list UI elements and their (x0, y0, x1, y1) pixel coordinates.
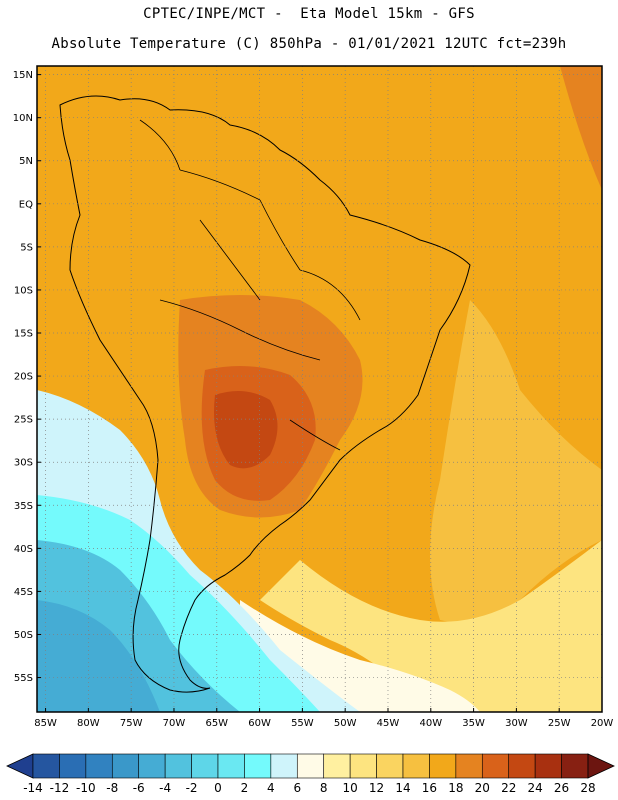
colorbar-label: 24 (528, 781, 543, 795)
coastline (59, 95, 471, 693)
lat-label: 35S (14, 501, 33, 512)
colorbar-label: -6 (133, 781, 145, 795)
field-hottest-core (214, 391, 278, 469)
lon-label: 80W (77, 718, 100, 729)
colorbar-low-arrow (6, 753, 34, 779)
lon-label: 70W (163, 718, 186, 729)
lat-label: 25S (14, 415, 33, 426)
colorbar-label: 8 (320, 781, 328, 795)
colorbar-label: 4 (267, 781, 275, 795)
title-line-2: Absolute Temperature (C) 850hPa - 01/01/… (51, 36, 567, 52)
lon-label: 20W (591, 718, 614, 729)
colorbar-swatch (508, 753, 536, 779)
lon-label: 85W (34, 718, 57, 729)
colorbar (6, 753, 615, 779)
colorbar-swatch (217, 753, 245, 779)
lon-label: 55W (291, 718, 314, 729)
colorbar-label: 28 (580, 781, 595, 795)
colorbar-swatch (164, 753, 192, 779)
south-america-outline (59, 95, 471, 693)
colorbar-label: -4 (159, 781, 171, 795)
field-atlantic-band (430, 300, 602, 623)
colorbar-label: 0 (214, 781, 222, 795)
temperature-field (37, 66, 602, 712)
map-frame (36, 65, 603, 713)
lon-label: 50W (334, 718, 357, 729)
colorbar-swatch (270, 753, 298, 779)
lon-label: 25W (548, 718, 571, 729)
colorbar-swatch (111, 753, 140, 779)
lat-label: 45S (14, 587, 33, 598)
colorbar-label: -10 (76, 781, 96, 795)
lat-label: 50S (14, 630, 33, 641)
lat-label: 15S (14, 329, 33, 340)
lat-label: 5N (19, 156, 33, 167)
colorbar-swatch (323, 753, 351, 779)
colorbar-swatch (32, 753, 60, 779)
colorbar-swatch (296, 753, 325, 779)
country-borders (139, 119, 361, 451)
colorbar-swatch (534, 753, 562, 779)
field-pacific-deep (37, 600, 160, 712)
colorbar-label: -8 (106, 781, 118, 795)
colorbar-label: -14 (23, 781, 43, 795)
colorbar-label: 22 (501, 781, 516, 795)
colorbar-label: 16 (422, 781, 437, 795)
lon-label: 40W (419, 718, 442, 729)
lon-label: 35W (462, 718, 485, 729)
colorbar-label: 12 (369, 781, 384, 795)
colorbar-swatch (191, 753, 219, 779)
colorbar-swatch (376, 753, 404, 779)
colorbar-swatch (85, 753, 113, 779)
colorbar-swatch (244, 753, 272, 779)
lat-label: 10S (14, 285, 33, 296)
lat-label: 55S (14, 673, 33, 684)
lat-label: EQ (19, 199, 33, 210)
colorbar-label: 18 (448, 781, 463, 795)
colorbar-swatch (138, 753, 166, 779)
colorbar-swatch (455, 753, 483, 779)
colorbar-label: 10 (343, 781, 358, 795)
lat-label: 40S (14, 544, 33, 555)
colorbar-label: -2 (186, 781, 198, 795)
lat-label: 15N (13, 70, 33, 81)
lon-label: 45W (377, 718, 400, 729)
lat-label: 30S (14, 458, 33, 469)
title-line-1: CPTEC/INPE/MCT - Eta Model 15km - GFS (143, 6, 475, 22)
colorbar-swatch (481, 753, 510, 779)
field-ne-warm (560, 66, 602, 190)
colorbar-swatch (349, 753, 377, 779)
colorbar-high-arrow (587, 753, 615, 779)
colorbar-swatch (402, 753, 430, 779)
colorbar-label: -12 (50, 781, 70, 795)
lon-label: 30W (505, 718, 528, 729)
colorbar-label: 26 (554, 781, 569, 795)
colorbar-label: 20 (475, 781, 490, 795)
colorbar-label: 14 (395, 781, 410, 795)
lat-label: 20S (14, 372, 33, 383)
colorbar-swatch (561, 753, 589, 779)
colorbar-swatch (59, 753, 87, 779)
lat-label: 10N (13, 113, 33, 124)
colorbar-label: 6 (293, 781, 301, 795)
colorbar-label: 2 (241, 781, 249, 795)
lon-label: 60W (248, 718, 271, 729)
lon-label: 75W (120, 718, 143, 729)
lat-label: 5S (20, 242, 33, 253)
lon-label: 65W (205, 718, 228, 729)
colorbar-swatch (429, 753, 457, 779)
